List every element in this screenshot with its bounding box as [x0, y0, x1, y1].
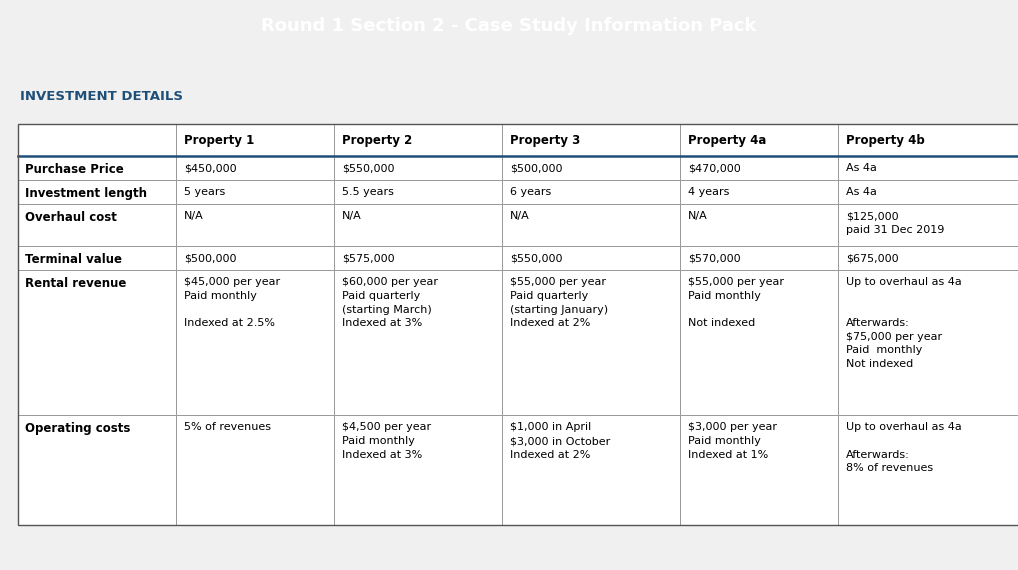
- Text: N/A: N/A: [184, 211, 204, 221]
- Text: Property 4b: Property 4b: [846, 134, 924, 147]
- Text: Up to overhaul as 4a


Afterwards:
$75,000 per year
Paid  monthly
Not indexed: Up to overhaul as 4a Afterwards: $75,000…: [846, 278, 962, 369]
- Bar: [176, 205, 334, 246]
- Text: $570,000: $570,000: [688, 254, 741, 263]
- Bar: [838, 124, 1018, 156]
- Text: Investment length: Investment length: [25, 188, 147, 201]
- Bar: [334, 270, 502, 416]
- Text: N/A: N/A: [342, 211, 361, 221]
- Bar: [502, 416, 680, 526]
- Text: Terminal value: Terminal value: [25, 254, 122, 266]
- Text: $55,000 per year
Paid monthly

Not indexed: $55,000 per year Paid monthly Not indexe…: [688, 278, 784, 328]
- Text: INVESTMENT DETAILS: INVESTMENT DETAILS: [20, 91, 183, 103]
- Text: 6 years: 6 years: [510, 188, 552, 197]
- Bar: [838, 270, 1018, 416]
- Bar: [18, 205, 176, 246]
- Bar: [680, 270, 838, 416]
- Text: Property 4a: Property 4a: [688, 134, 767, 147]
- Text: $1,000 in April
$3,000 in October
Indexed at 2%: $1,000 in April $3,000 in October Indexe…: [510, 422, 610, 459]
- Bar: [176, 124, 334, 156]
- Bar: [18, 156, 176, 181]
- Text: $550,000: $550,000: [342, 164, 395, 173]
- Bar: [680, 156, 838, 181]
- Bar: [502, 205, 680, 246]
- Text: $470,000: $470,000: [688, 164, 741, 173]
- Text: $3,000 per year
Paid monthly
Indexed at 1%: $3,000 per year Paid monthly Indexed at …: [688, 422, 777, 459]
- Bar: [176, 246, 334, 270]
- Text: Property 2: Property 2: [342, 134, 412, 147]
- Bar: [18, 416, 176, 526]
- Bar: [502, 181, 680, 205]
- Bar: [502, 156, 680, 181]
- Bar: [680, 205, 838, 246]
- Text: $675,000: $675,000: [846, 254, 899, 263]
- Bar: [838, 416, 1018, 526]
- Bar: [334, 205, 502, 246]
- Text: 4 years: 4 years: [688, 188, 729, 197]
- Text: As 4a: As 4a: [846, 188, 876, 197]
- Bar: [838, 156, 1018, 181]
- Text: Property 1: Property 1: [184, 134, 254, 147]
- Text: $550,000: $550,000: [510, 254, 563, 263]
- Text: $575,000: $575,000: [342, 254, 395, 263]
- Bar: [680, 246, 838, 270]
- Bar: [502, 124, 680, 156]
- Text: 5% of revenues: 5% of revenues: [184, 422, 271, 433]
- Text: Property 3: Property 3: [510, 134, 580, 147]
- Text: $500,000: $500,000: [184, 254, 236, 263]
- Text: As 4a: As 4a: [846, 164, 876, 173]
- Bar: [176, 181, 334, 205]
- Bar: [680, 181, 838, 205]
- Text: Up to overhaul as 4a

Afterwards:
8% of revenues: Up to overhaul as 4a Afterwards: 8% of r…: [846, 422, 962, 473]
- Bar: [18, 181, 176, 205]
- Bar: [334, 181, 502, 205]
- Text: Operating costs: Operating costs: [25, 422, 130, 435]
- Bar: [18, 124, 176, 156]
- Text: 5.5 years: 5.5 years: [342, 188, 394, 197]
- Bar: [334, 246, 502, 270]
- Text: Overhaul cost: Overhaul cost: [25, 211, 117, 225]
- Text: $60,000 per year
Paid quarterly
(starting March)
Indexed at 3%: $60,000 per year Paid quarterly (startin…: [342, 278, 438, 328]
- Text: $4,500 per year
Paid monthly
Indexed at 3%: $4,500 per year Paid monthly Indexed at …: [342, 422, 432, 459]
- Text: N/A: N/A: [688, 211, 708, 221]
- Bar: [176, 270, 334, 416]
- Text: Purchase Price: Purchase Price: [25, 164, 124, 177]
- Bar: [680, 124, 838, 156]
- Bar: [680, 416, 838, 526]
- Text: $450,000: $450,000: [184, 164, 236, 173]
- Bar: [18, 124, 1018, 526]
- Bar: [334, 416, 502, 526]
- Bar: [18, 246, 176, 270]
- Text: 5 years: 5 years: [184, 188, 225, 197]
- Text: $125,000
paid 31 Dec 2019: $125,000 paid 31 Dec 2019: [846, 211, 945, 235]
- Bar: [502, 246, 680, 270]
- Text: $55,000 per year
Paid quarterly
(starting January)
Indexed at 2%: $55,000 per year Paid quarterly (startin…: [510, 278, 608, 328]
- Bar: [334, 124, 502, 156]
- Bar: [334, 156, 502, 181]
- Bar: [18, 270, 176, 416]
- Text: $500,000: $500,000: [510, 164, 563, 173]
- Bar: [838, 246, 1018, 270]
- Bar: [838, 181, 1018, 205]
- Bar: [838, 205, 1018, 246]
- Text: N/A: N/A: [510, 211, 529, 221]
- Text: Rental revenue: Rental revenue: [25, 278, 126, 291]
- Bar: [176, 416, 334, 526]
- Text: Round 1 Section 2 - Case Study Information Pack: Round 1 Section 2 - Case Study Informati…: [262, 17, 756, 35]
- Text: $45,000 per year
Paid monthly

Indexed at 2.5%: $45,000 per year Paid monthly Indexed at…: [184, 278, 280, 328]
- Bar: [176, 156, 334, 181]
- Bar: [502, 270, 680, 416]
